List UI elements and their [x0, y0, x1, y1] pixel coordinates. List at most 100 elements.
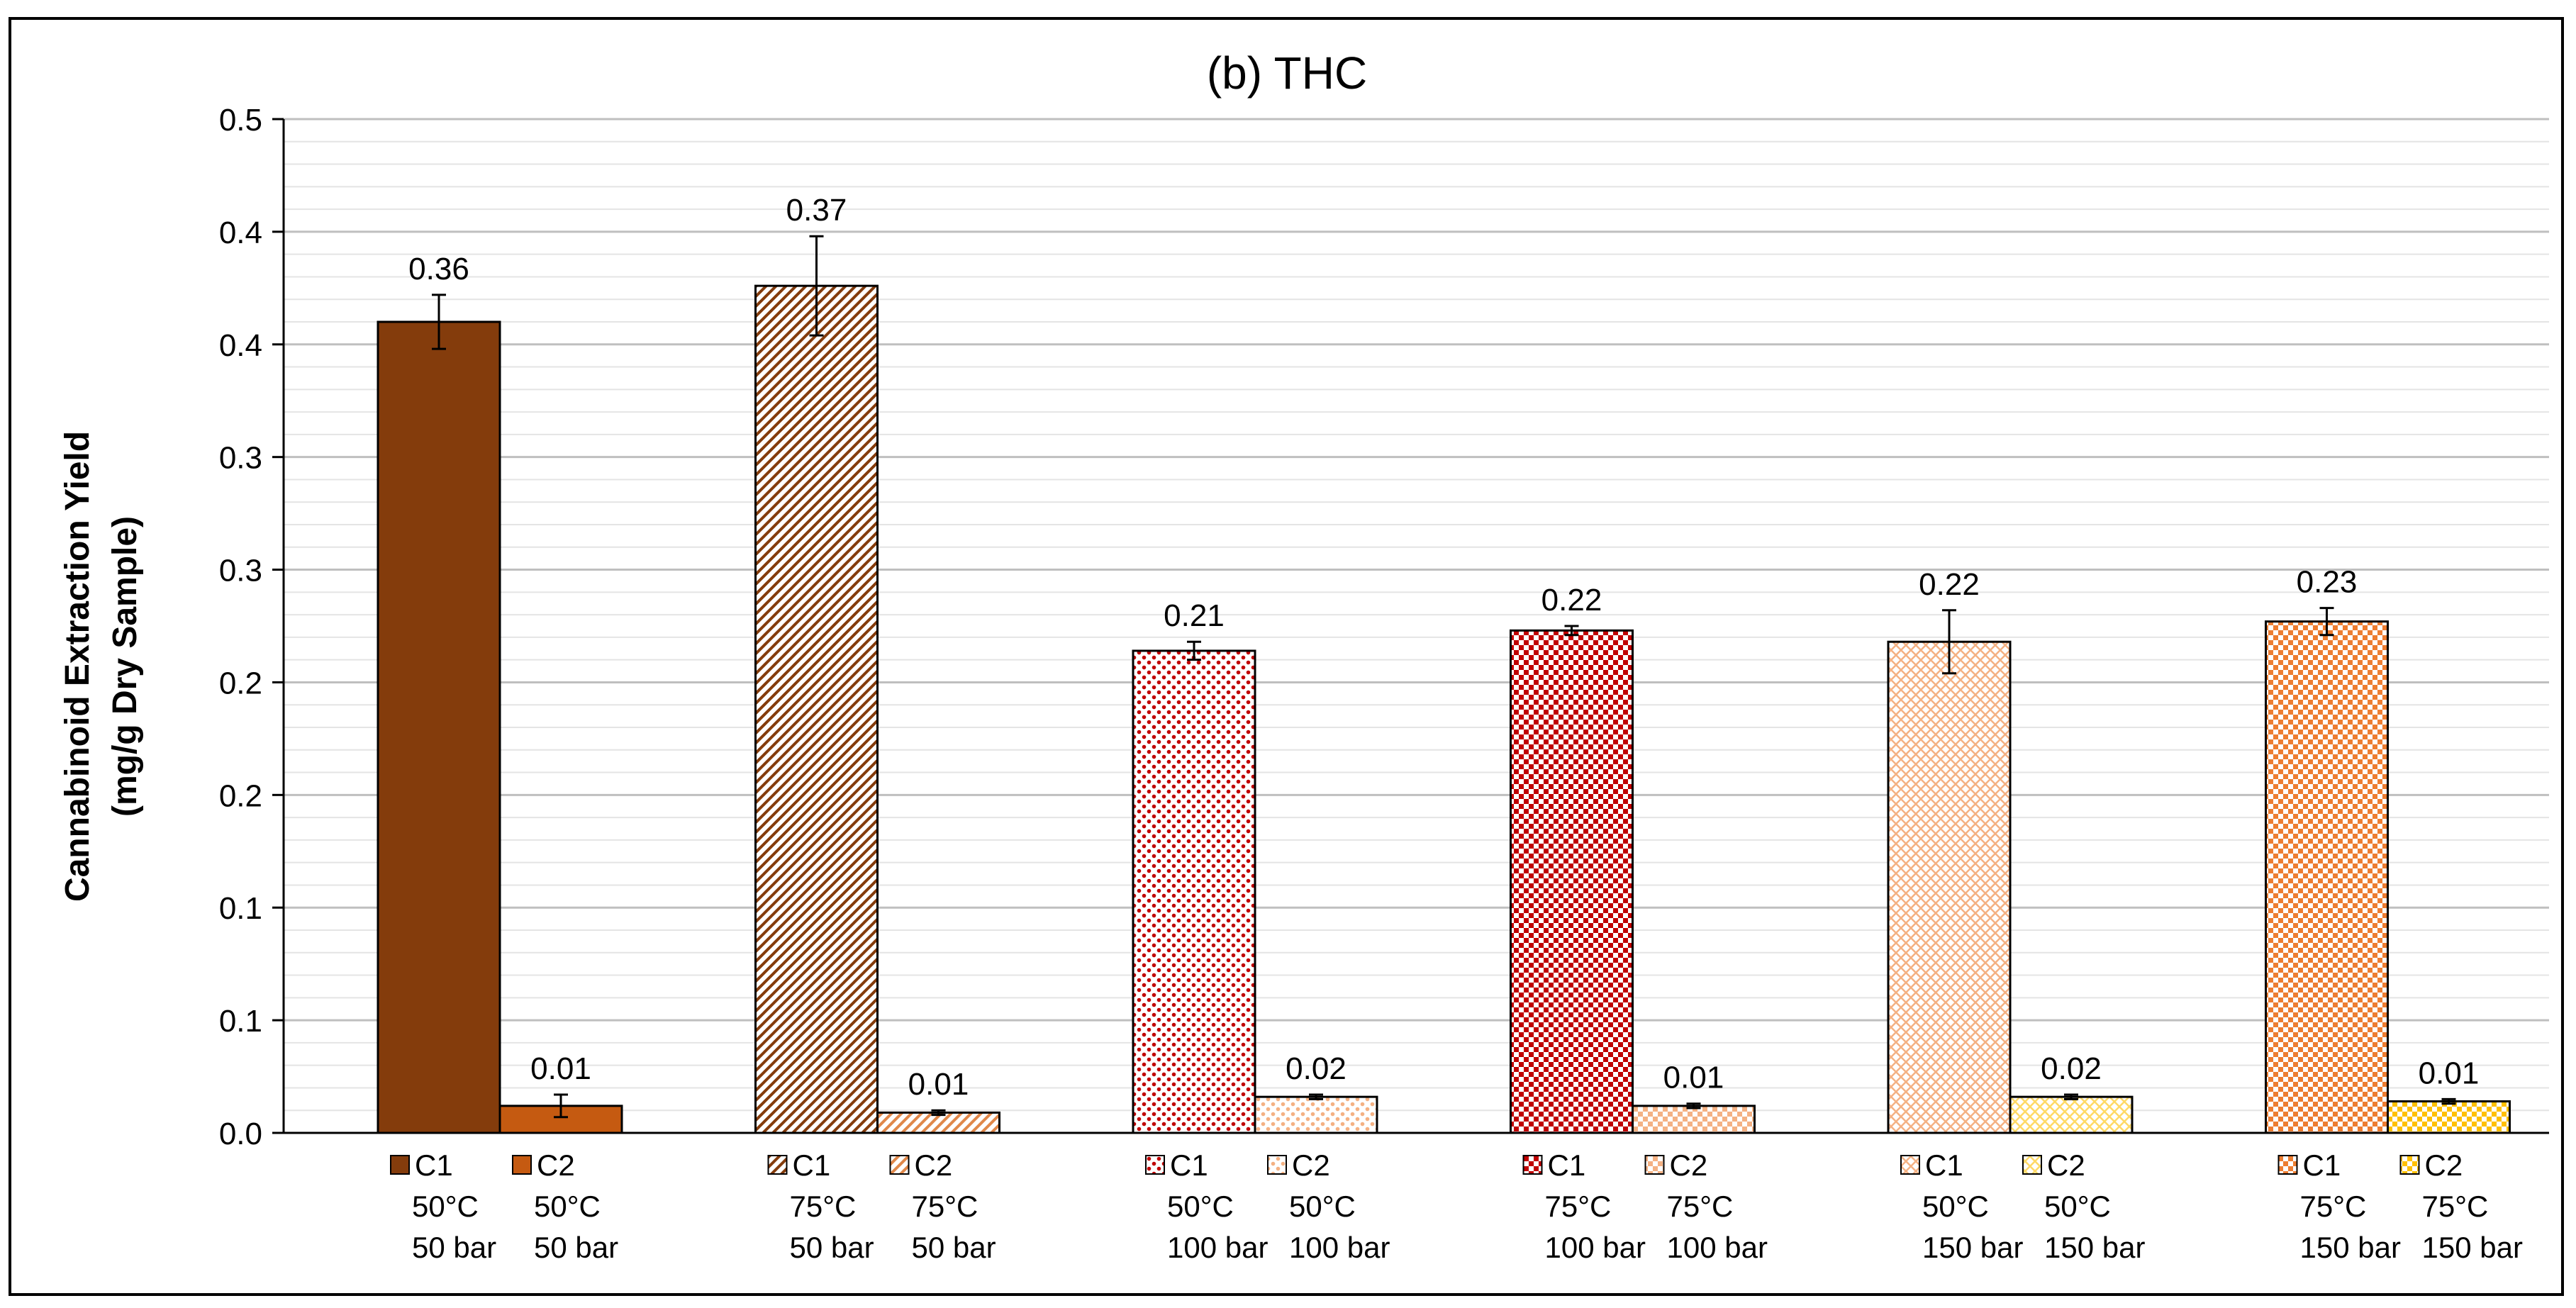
error-bar [2319, 607, 2334, 637]
legend-pressure-label: 150 bar [2300, 1231, 2401, 1264]
data-label: 0.21 [1164, 598, 1225, 633]
legend-series-label: C1 [1170, 1148, 1208, 1182]
legend-temp-label: 75°C [912, 1190, 978, 1223]
legend-swatch [767, 1155, 788, 1175]
legend-temp-label: 75°C [2300, 1190, 2367, 1223]
legend-pressure-label: 50 bar [534, 1231, 618, 1264]
data-label: 0.01 [2419, 1056, 2480, 1090]
legend-swatch [889, 1155, 910, 1175]
data-label: 0.22 [1919, 567, 1980, 602]
bar-c2-5 [2009, 1095, 2134, 1134]
error-bar [1187, 640, 1201, 661]
data-label: 0.37 [786, 193, 847, 228]
legend-pressure-label: 50 bar [412, 1231, 496, 1264]
bar-c2-2 [876, 1111, 1000, 1134]
error-bar [2064, 1093, 2078, 1100]
bar-c1-5 [1887, 640, 2012, 1134]
legend-pressure-label: 100 bar [1167, 1231, 1268, 1264]
error-bar [1942, 609, 1956, 675]
legend-series-label: C2 [1292, 1148, 1330, 1182]
y-axis-label-line1: Cannabinoid Extraction Yield [59, 431, 96, 902]
y-tick-label: 0.4 [219, 328, 262, 363]
y-tick-label: 0.3 [219, 441, 262, 476]
legend-pressure-label: 50 bar [790, 1231, 874, 1264]
legend-swatch [1267, 1155, 1287, 1175]
legend-series-label: C1 [1925, 1148, 1963, 1182]
legend-swatch [512, 1155, 532, 1175]
bar-c1-2 [754, 284, 879, 1134]
error-bar [2441, 1097, 2456, 1105]
legend-swatch [1644, 1155, 1665, 1175]
legend-swatch [1900, 1155, 1920, 1175]
y-tick-label: 0.4 [219, 216, 262, 250]
data-label: 0.01 [908, 1067, 969, 1102]
legend-series-label: C2 [1670, 1148, 1708, 1182]
legend-swatch [2022, 1155, 2042, 1175]
chart-title: (b) THC [1207, 47, 1367, 99]
bar-c2-6 [2387, 1100, 2511, 1134]
error-bar [931, 1109, 946, 1117]
y-tick-label: 0.2 [219, 778, 262, 813]
legend-temp-label: 75°C [790, 1190, 857, 1223]
y-tick-label: 0.0 [219, 1117, 262, 1151]
legend-series-label: C2 [2047, 1148, 2085, 1182]
axes [282, 119, 2549, 1134]
data-label: 0.23 [2297, 565, 2358, 600]
y-tick-label: 0.2 [219, 666, 262, 700]
y-ticks: 0.0 0.1 0.1 0.2 0.2 0.3 0.3 0.4 0.4 0.5 [219, 103, 284, 1151]
legend-temp-label: 50°C [1922, 1190, 1989, 1223]
legend-temp-label: 75°C [2422, 1190, 2489, 1223]
legend-temp-label: 50°C [1167, 1190, 1234, 1223]
legend-pressure-label: 150 bar [1922, 1231, 2023, 1264]
y-tick-label: 0.5 [219, 103, 262, 138]
data-label: 0.01 [530, 1051, 591, 1086]
bar-c1-6 [2265, 620, 2389, 1134]
legend-temp-label: 50°C [1289, 1190, 1356, 1223]
y-axis-label-line2: (mg/g Dry Sample) [106, 516, 144, 817]
legend-pressure-label: 100 bar [1667, 1231, 1768, 1264]
error-bar [432, 294, 446, 350]
legend-series-label: C1 [1548, 1148, 1586, 1182]
y-tick-label: 0.1 [219, 891, 262, 926]
error-bar [1564, 625, 1579, 637]
y-tick-label: 0.3 [219, 554, 262, 588]
bar-c1-4 [1510, 629, 1634, 1134]
bar-c2-3 [1254, 1095, 1378, 1134]
legend-pressure-label: 100 bar [1289, 1231, 1390, 1264]
legend: C1 50°C 50 bar C2 50°C 50 bar C1 75°C 50 bar C2 75… [390, 1148, 2523, 1264]
error-bar [1309, 1093, 1323, 1100]
legend-swatch [390, 1155, 410, 1175]
data-label: 0.02 [1286, 1051, 1346, 1086]
data-labels: 0.36 0.01 0.37 0.01 0.21 0.02 0.22 0.01 0.22 0.02… [408, 193, 2479, 1102]
legend-series-label: C1 [793, 1148, 831, 1182]
error-bar [554, 1093, 568, 1119]
legend-pressure-label: 50 bar [912, 1231, 996, 1264]
legend-series-label: C2 [915, 1148, 953, 1182]
legend-pressure-label: 150 bar [2044, 1231, 2145, 1264]
y-tick-label: 0.1 [219, 1004, 262, 1039]
bars [377, 235, 2511, 1134]
grid-lines [284, 118, 2549, 1112]
legend-temp-label: 75°C [1667, 1190, 1734, 1223]
legend-series-label: C2 [537, 1148, 575, 1182]
legend-temp-label: 75°C [1545, 1190, 1612, 1223]
legend-temp-label: 50°C [2044, 1190, 2111, 1223]
data-label: 0.36 [408, 252, 469, 286]
legend-pressure-label: 150 bar [2422, 1231, 2523, 1264]
bar-c1-3 [1132, 649, 1256, 1134]
legend-swatch [2277, 1155, 2298, 1175]
legend-series-label: C1 [415, 1148, 453, 1182]
legend-swatch [1145, 1155, 1165, 1175]
error-bar [809, 235, 824, 337]
legend-temp-label: 50°C [534, 1190, 601, 1223]
data-label: 0.22 [1541, 583, 1602, 617]
legend-temp-label: 50°C [412, 1190, 479, 1223]
legend-series-label: C1 [2303, 1148, 2341, 1182]
error-bar [1686, 1102, 1701, 1109]
legend-swatch [1522, 1155, 1543, 1175]
legend-swatch [2399, 1155, 2420, 1175]
bar-c1-1 [377, 320, 501, 1134]
data-label: 0.01 [1663, 1061, 1724, 1095]
